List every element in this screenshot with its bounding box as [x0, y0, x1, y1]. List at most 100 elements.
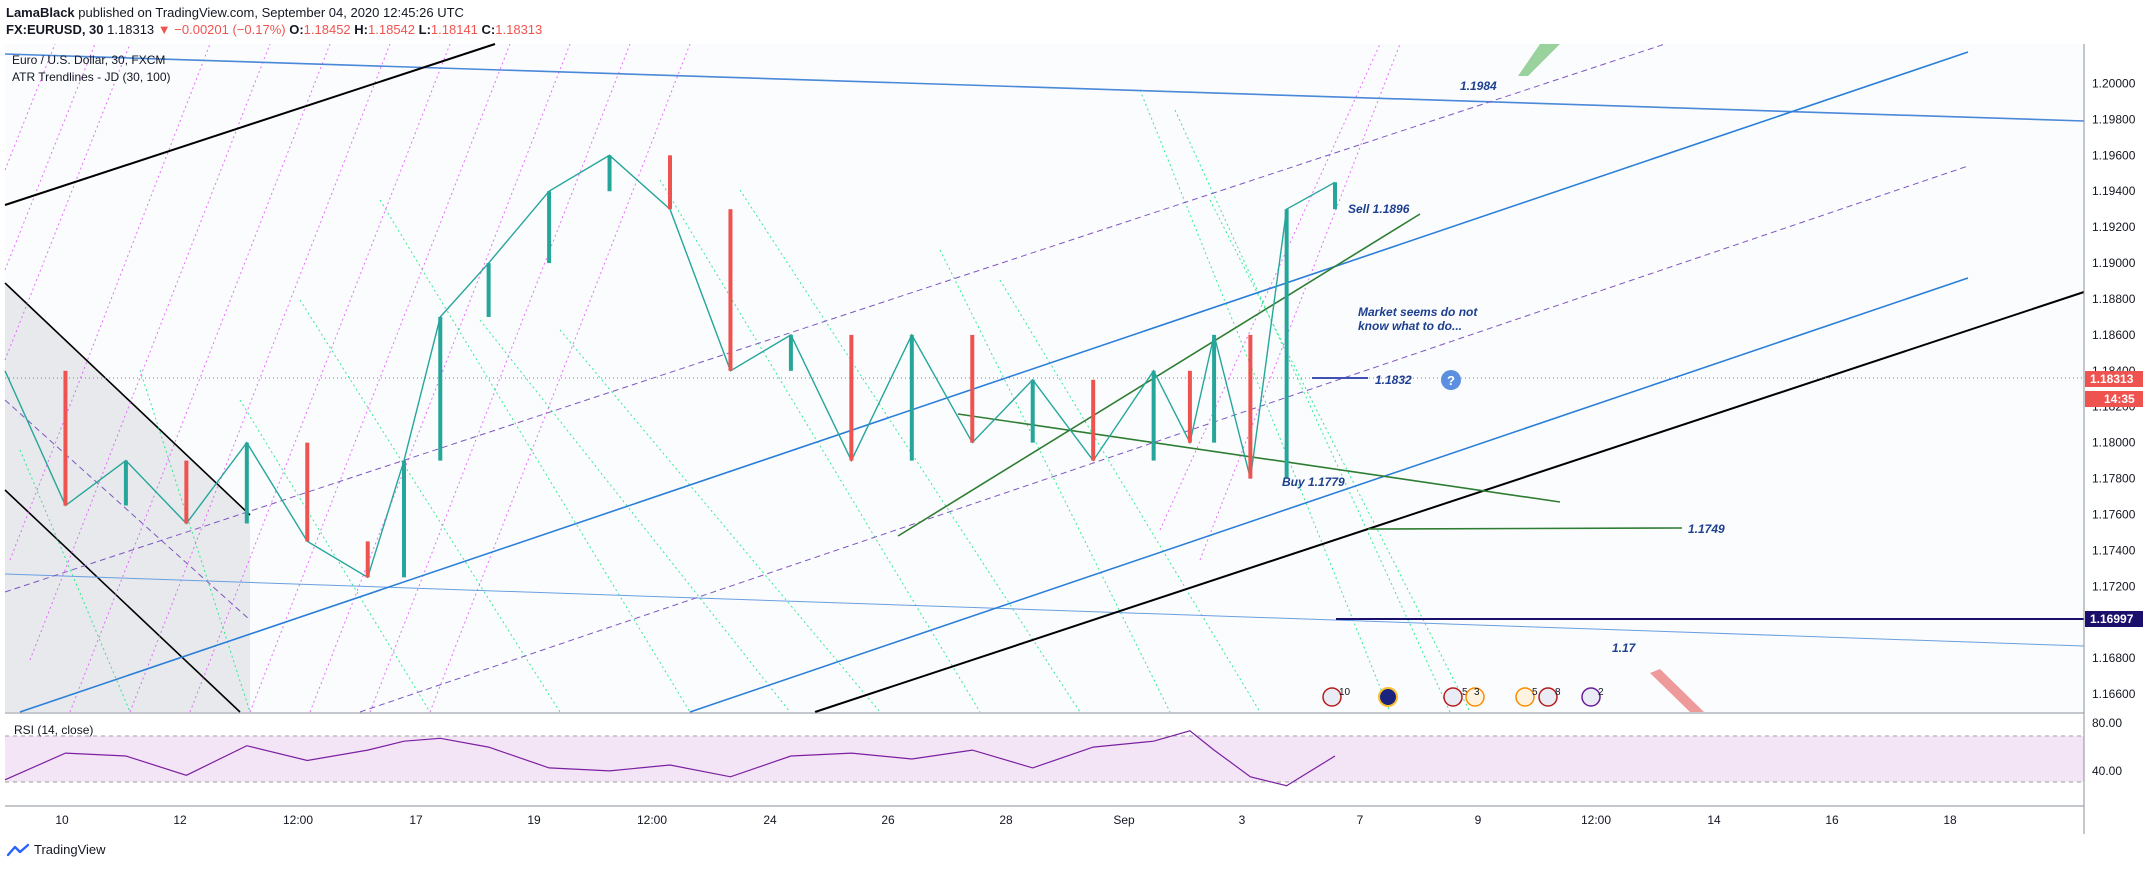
- price-tick-16: 1.16800: [2092, 651, 2136, 665]
- open-value: 1.18452: [303, 22, 351, 37]
- event-icon-6[interactable]: [1538, 687, 1558, 707]
- time-tick-0: 10: [55, 813, 69, 827]
- event-icon-3[interactable]: [1443, 687, 1463, 707]
- low-value: 1.18141: [430, 22, 478, 37]
- level-marker-text: 1.16997: [2090, 612, 2134, 626]
- candle-25: [1333, 182, 1337, 210]
- annotation-sell: Sell 1.1896: [1348, 202, 1410, 216]
- green-resistance: [957, 413, 1561, 503]
- annotation-1984: 1.1984: [1460, 79, 1497, 93]
- blue-trend-2: [689, 277, 1969, 713]
- time-tick-14: 14: [1707, 813, 1721, 827]
- red-arrow-shape: [1650, 669, 1704, 712]
- annotation-buy: Buy 1.1779: [1282, 475, 1345, 489]
- candle-24: [1284, 209, 1289, 479]
- price-tick-17: 1.16600: [2092, 687, 2136, 701]
- publish-bar: LamaBlack published on TradingView.com, …: [6, 5, 464, 20]
- open-label: O:: [289, 22, 304, 37]
- price-tick-1: 1.19800: [2092, 112, 2136, 126]
- countdown-marker-text: 14:35: [2104, 392, 2135, 406]
- time-tick-3: 17: [409, 813, 423, 827]
- event-count-1: 10: [1339, 687, 1351, 698]
- magenta-diagonals: [4, 43, 1401, 713]
- event-count-3: 5: [1462, 687, 1468, 698]
- event-count-4: 3: [1474, 687, 1480, 698]
- down-arrow-icon: ▼: [157, 22, 171, 37]
- current-price-marker-text: 1.18313: [2090, 372, 2134, 386]
- candle-10: [547, 191, 552, 264]
- candle-4: [244, 442, 249, 524]
- event-icon-2[interactable]: [1378, 687, 1398, 707]
- green-level-1749: [1367, 527, 1683, 530]
- time-tick-16: 18: [1943, 813, 1957, 827]
- candle-23: [1248, 334, 1253, 479]
- event-icon-4[interactable]: [1465, 687, 1485, 707]
- candle-2: [123, 460, 128, 506]
- price-candles: [63, 155, 1337, 578]
- down-channel-mid: [4, 399, 251, 621]
- event-icon-5[interactable]: [1515, 687, 1535, 707]
- price-tick-13: 1.17400: [2092, 543, 2136, 557]
- rsi-label: RSI (14, close): [14, 723, 93, 737]
- event-count-6: 8: [1555, 687, 1561, 698]
- quote-bar: FX:EURUSD, 30 1.18313 ▼ −0.00201 (−0.17%…: [6, 22, 542, 37]
- candle-1: [63, 370, 68, 506]
- time-tick-10: 3: [1239, 813, 1246, 827]
- candle-16: [909, 334, 914, 461]
- author[interactable]: LamaBlack: [6, 5, 75, 20]
- event-count-7: 2: [1598, 687, 1604, 698]
- candle-19: [1091, 379, 1096, 461]
- black-trend-1: [4, 43, 496, 206]
- footer: TradingView: [6, 842, 106, 857]
- time-tick-4: 19: [527, 813, 541, 827]
- upper-blue-channel: [4, 53, 2085, 122]
- candle-15: [849, 334, 854, 461]
- annotations: 1.1984 Sell 1.1896 Market seems do not k…: [1282, 79, 1725, 655]
- green-support: [897, 213, 1421, 537]
- down-channel-lower: [4, 489, 241, 713]
- high-label: H:: [354, 22, 369, 37]
- event-badges: 10 5 3 5 8 2: [1322, 687, 1604, 707]
- symbol[interactable]: FX:EURUSD, 30: [6, 22, 104, 37]
- time-tick-11: 7: [1357, 813, 1364, 827]
- candle-8: [438, 316, 443, 461]
- candle-17: [970, 334, 975, 443]
- price-tick-0: 1.20000: [2092, 77, 2136, 91]
- candle-3: [184, 460, 189, 524]
- event-icon-1[interactable]: [1322, 687, 1342, 707]
- close-label: C:: [481, 22, 496, 37]
- time-tick-9: Sep: [1113, 813, 1135, 827]
- close-value: 1.18313: [495, 22, 543, 37]
- candle-22: [1212, 334, 1217, 443]
- time-axis[interactable]: 10 12 12:00 17 19 12:00 24 26 28 Sep 3 7 9 12:00 14 16 1…: [55, 813, 1957, 827]
- price-tick-14: 1.17200: [2092, 579, 2136, 593]
- candle-18: [1030, 379, 1035, 443]
- publish-text: published on TradingView.com, September …: [74, 5, 464, 20]
- candle-20: [1151, 370, 1156, 461]
- event-icon-7[interactable]: [1581, 687, 1601, 707]
- candle-5: [305, 442, 310, 542]
- series-legend: Euro / U.S. Dollar, 30, FXCM: [12, 53, 165, 67]
- help-icon-glyph: ?: [1447, 373, 1455, 388]
- price-tick-3: 1.19400: [2092, 184, 2136, 198]
- time-tick-13: 12:00: [1581, 813, 1611, 827]
- help-icon[interactable]: [1441, 370, 1461, 390]
- price-tick-2: 1.19600: [2092, 148, 2136, 162]
- rsi-tick-40: 40.00: [2092, 764, 2122, 778]
- last-price: 1.18313: [107, 22, 155, 37]
- time-tick-15: 16: [1825, 813, 1839, 827]
- candle-14: [788, 334, 793, 371]
- current-price-marker: [2085, 371, 2143, 387]
- annotation-1832: 1.1832: [1375, 373, 1412, 387]
- green-wedge: [1518, 44, 1560, 76]
- brand-label[interactable]: TradingView: [34, 842, 106, 857]
- annotation-market-2: know what to do...: [1358, 319, 1462, 333]
- price-axis[interactable]: 1.20000 1.19800 1.19600 1.19400 1.19200 1.190…: [2092, 77, 2136, 702]
- price-tick-6: 1.18800: [2092, 292, 2136, 306]
- low-label: L:: [418, 22, 431, 37]
- annotation-1749: 1.1749: [1688, 522, 1725, 536]
- tradingview-logo-icon[interactable]: [6, 843, 30, 857]
- price-series-line: [4, 154, 1336, 579]
- event-count-5: 5: [1532, 687, 1538, 698]
